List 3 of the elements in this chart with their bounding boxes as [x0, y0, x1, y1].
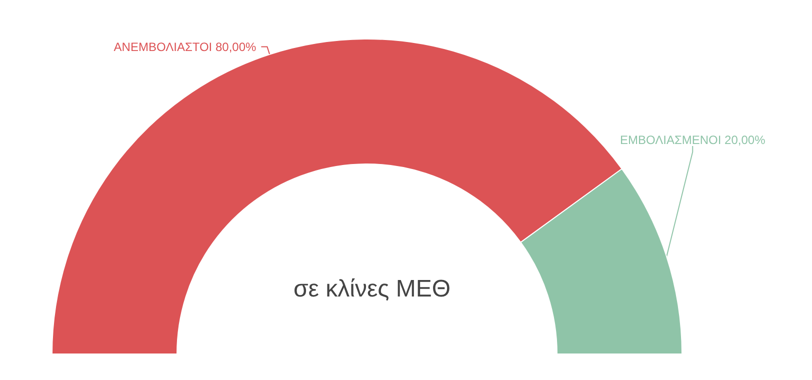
slice-label: ΑΝΕΜΒΟΛΙΑΣΤΟΙ 80,00% — [114, 40, 257, 54]
text: σε κλίνες ΜΕΘ — [293, 276, 451, 302]
slice-label: ΕΜΒΟΛΙΑΣΜΕΝΟΙ 20,00% — [620, 133, 766, 147]
